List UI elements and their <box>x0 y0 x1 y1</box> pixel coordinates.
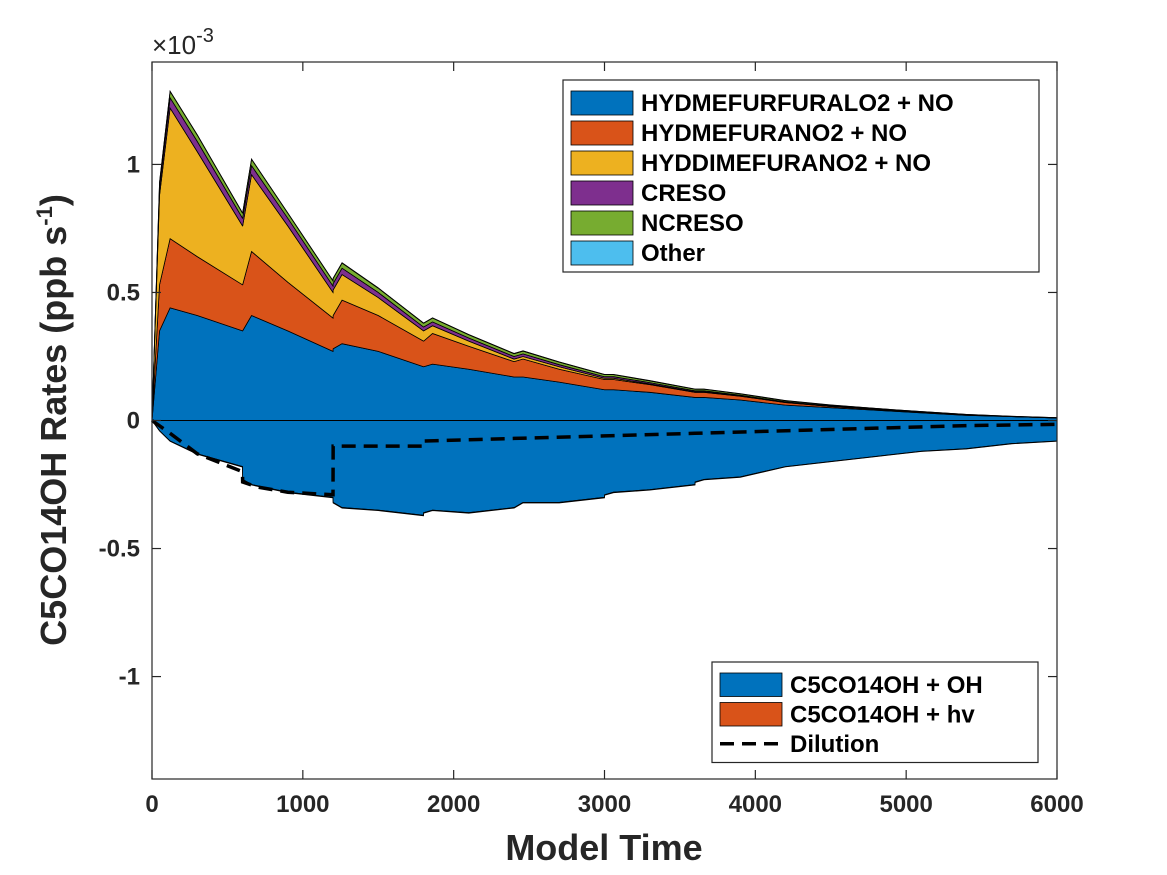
x-tick-label: 0 <box>145 791 158 818</box>
y-tick-label: 0.5 <box>107 279 140 306</box>
legend-label-c5co14oh-hv: C5CO14OH + hv <box>790 701 975 728</box>
legend-swatch-other <box>570 240 634 266</box>
legend-label-other: Other <box>641 240 705 267</box>
legend-production: HYDMEFURFURALO2 + NO HYDMEFURANO2 + NO HYD… <box>562 79 1040 273</box>
legend-label-hydmefurano2-no: HYDMEFURANO2 + NO <box>641 120 907 147</box>
x-axis-label: Model Time <box>505 827 702 868</box>
legend-label-hydmefurfuralo2-no: HYDMEFURFURALO2 + NO <box>641 90 954 117</box>
y-tick-label: 1 <box>127 151 140 178</box>
x-tick-label: 6000 <box>1030 791 1083 818</box>
legend-swatch-hydmefurano2-no <box>570 120 634 146</box>
y-axis-label: C5CO14OH Rates (ppb s-1) <box>32 194 74 646</box>
legend-swatch-creso <box>570 180 634 206</box>
x-tick-label: 4000 <box>729 791 782 818</box>
legend-box <box>562 79 1040 273</box>
y-tick-label: -1 <box>119 664 140 691</box>
y-tick-label: 0 <box>127 408 140 435</box>
dilution-line <box>150 419 1058 497</box>
y-axis-label-sup: -1 <box>32 206 57 226</box>
legend-swatch-c5co14oh-oh <box>719 672 783 697</box>
legend-label-ncreso: NCRESO <box>641 210 744 237</box>
axis-multiplier-base: ×10 <box>152 30 196 60</box>
x-axis-ticks: 0 1000 2000 3000 4000 5000 6000 <box>145 62 1084 818</box>
x-tick-label: 1000 <box>276 791 329 818</box>
y-axis-label-close: ) <box>33 194 74 206</box>
legend-label-c5co14oh-oh: C5CO14OH + OH <box>790 672 983 699</box>
axis-multiplier-exp: -3 <box>196 25 214 47</box>
legend-label-dilution: Dilution <box>790 731 879 758</box>
y-tick-label: -0.5 <box>99 536 140 563</box>
x-tick-label: 2000 <box>427 791 480 818</box>
x-tick-label: 5000 <box>879 791 932 818</box>
legend-swatch-c5co14oh-hv <box>719 702 783 727</box>
y-axis-label-main: C5CO14OH Rates (ppb s <box>33 226 74 646</box>
legend-label-hyddimefurano2-no: HYDDIMEFURANO2 + NO <box>641 150 931 177</box>
legend-swatch-hydmefurfuralo2-no <box>570 90 634 116</box>
legend-swatch-ncreso <box>570 210 634 236</box>
legend-swatch-hyddimefurano2-no <box>570 150 634 176</box>
axis-multiplier: ×10-3 <box>152 25 214 60</box>
legend-label-creso: CRESO <box>641 180 726 207</box>
x-tick-label: 3000 <box>578 791 631 818</box>
series-lines <box>150 419 1058 497</box>
y-axis-ticks: -1 -0.5 0 0.5 1 <box>99 151 1057 691</box>
